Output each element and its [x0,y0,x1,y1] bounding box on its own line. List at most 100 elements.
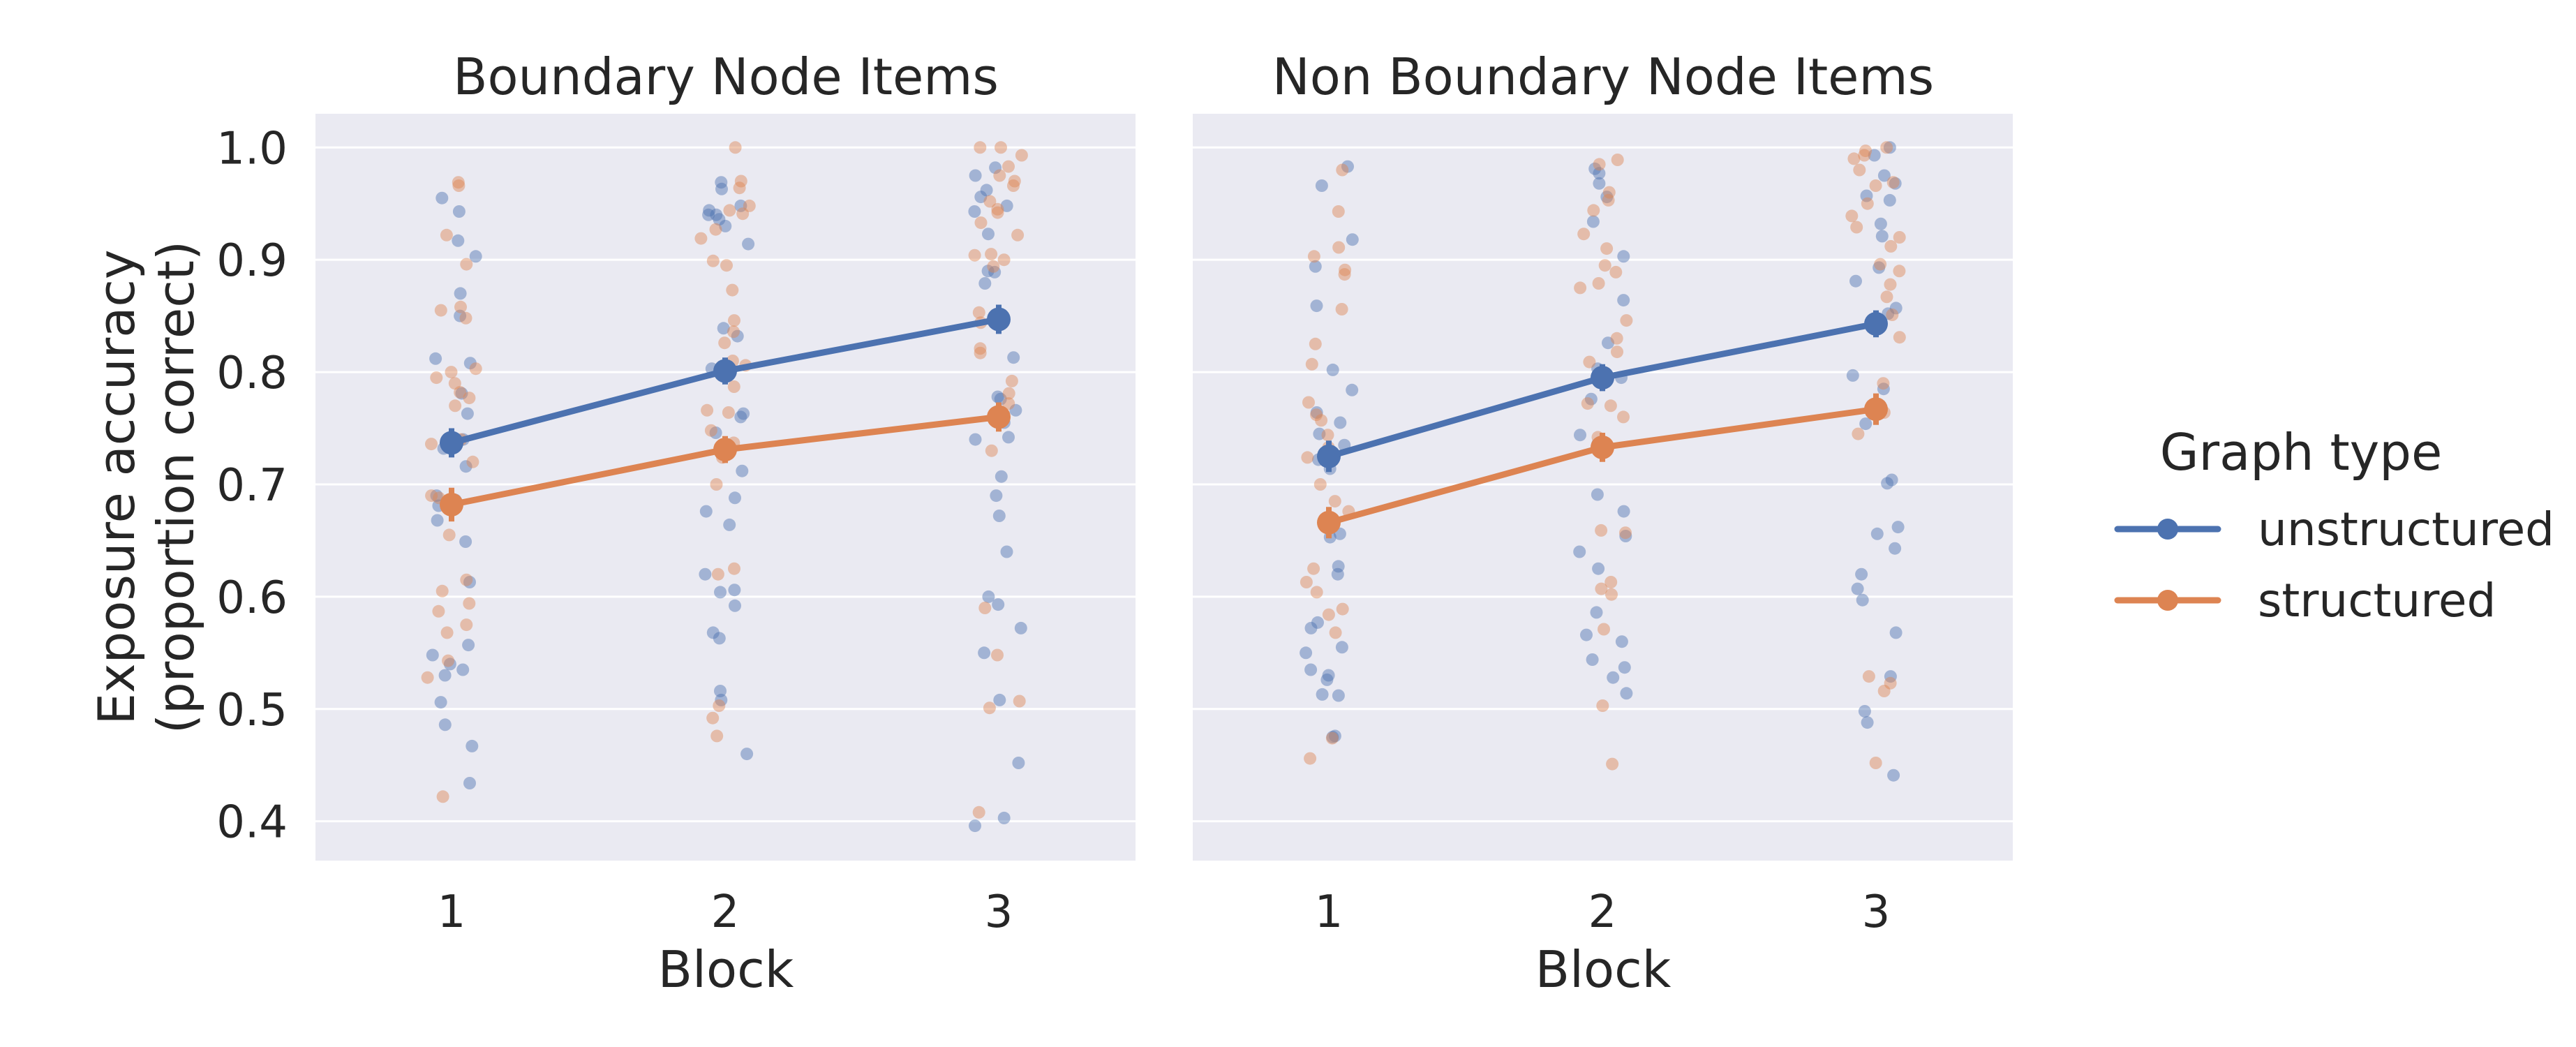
mean-marker-unstructured [440,431,463,455]
strip-point-structured [1611,154,1624,166]
strip-point-unstructured [1007,351,1020,364]
strip-point-unstructured [469,250,482,263]
strip-point-structured [1336,602,1349,616]
strip-point-structured [1335,303,1348,315]
strip-point-unstructured [434,696,447,709]
strip-point-structured [728,314,740,327]
strip-point-structured [425,438,438,451]
strip-point-structured [987,260,1000,273]
strip-point-structured [723,204,736,217]
strip-point-unstructured [1877,169,1891,182]
strip-point-unstructured [461,407,474,420]
strip-point-structured [1336,163,1349,177]
strip-point-structured [720,259,733,272]
strip-point-unstructured [443,658,456,671]
strip-point-unstructured [466,739,479,752]
strip-point-structured [1302,396,1315,409]
mean-marker-unstructured [1317,444,1341,468]
strip-point-structured [430,371,443,385]
strip-point-structured [1328,495,1341,508]
strip-point-structured [1852,427,1865,440]
strip-point-structured [704,424,717,437]
strip-point-structured [1877,377,1890,390]
mean-marker-structured [987,405,1011,429]
strip-point-unstructured [1346,383,1359,396]
mean-marker-structured [440,492,463,517]
strip-point-structured [1845,209,1859,223]
strip-point-unstructured [1586,215,1600,228]
strip-point-unstructured [1889,542,1902,555]
strip-point-unstructured [1346,233,1359,246]
strip-point-unstructured [1326,363,1339,376]
legend-marker-structured [2157,590,2178,611]
strip-point-structured [469,362,482,376]
strip-point-unstructured [430,489,443,503]
strip-point-unstructured [1619,530,1632,542]
strip-point-structured [459,311,472,325]
strip-point-structured [1593,158,1606,171]
strip-point-unstructured [993,693,1006,706]
strip-point-unstructured [1313,427,1326,440]
strip-point-structured [1300,576,1313,588]
strip-point-structured [727,325,740,339]
strip-point-structured [1869,757,1882,769]
strip-point-structured [1877,685,1891,697]
x-tick-labels: 1 2 3 [1315,886,1891,938]
strip-point-structured [1853,163,1866,177]
strip-point-structured [1598,259,1611,272]
strip-point-structured [1574,281,1587,295]
strip-point-unstructured [729,599,741,612]
strip-point-structured [1893,265,1906,278]
strip-point-unstructured [1885,473,1898,487]
x-tick-label: 2 [711,886,740,938]
strip-point-unstructured [463,576,476,588]
strip-point-structured [1600,242,1614,255]
strip-point-unstructured [1590,606,1603,619]
strip-point-unstructured [715,693,728,706]
strip-point-unstructured [1331,567,1344,581]
strip-point-structured [974,216,988,230]
strip-point-unstructured [982,590,995,603]
strip-point-structured [727,380,740,393]
strip-point-unstructured [1891,521,1905,534]
strip-point-unstructured [1300,646,1313,660]
mean-marker-structured [1864,397,1888,422]
strip-points [421,141,1028,833]
strip-point-unstructured [734,199,747,212]
strip-point-unstructured [452,234,465,247]
y-tick-label: 0.9 [216,235,288,287]
strip-point-unstructured [1334,416,1347,429]
strip-point-structured [718,336,731,350]
strip-point-unstructured [978,646,991,660]
strip-point-structured [1602,186,1616,199]
strip-point-structured [1617,410,1630,424]
y-tick-labels: 0.4 0.5 0.6 0.7 0.8 0.9 1.0 [216,123,288,848]
strip-point-structured [1884,278,1897,291]
strip-point-structured [1338,268,1351,281]
strip-point-unstructured [1887,768,1900,782]
strip-point-structured [1880,141,1893,154]
strip-point-unstructured [1014,621,1027,634]
strip-point-unstructured [456,663,470,676]
strip-point-structured [1610,332,1623,345]
strip-point-unstructured [992,598,1005,611]
strip-point-structured [991,648,1004,662]
strip-point-unstructured [980,184,993,197]
strip-point-structured [711,567,724,581]
strip-point-unstructured [1315,179,1328,192]
strip-point-unstructured [731,329,744,343]
strip-point-structured [454,300,467,313]
strip-point-unstructured [1320,673,1334,686]
strip-point-unstructured [463,777,476,789]
strip-point-structured [1002,387,1015,400]
strip-point-unstructured [1874,217,1887,230]
x-axis-label: Block [658,940,794,999]
plot-area-background [315,114,1136,861]
strip-point-unstructured [1310,406,1323,419]
y-tick-label: 0.8 [216,348,288,399]
strip-point-structured [460,258,473,271]
strip-point-unstructured [969,169,982,182]
strip-point-structured [1329,626,1342,639]
strip-point-structured [983,195,997,208]
x-tick-label: 2 [1588,886,1617,938]
